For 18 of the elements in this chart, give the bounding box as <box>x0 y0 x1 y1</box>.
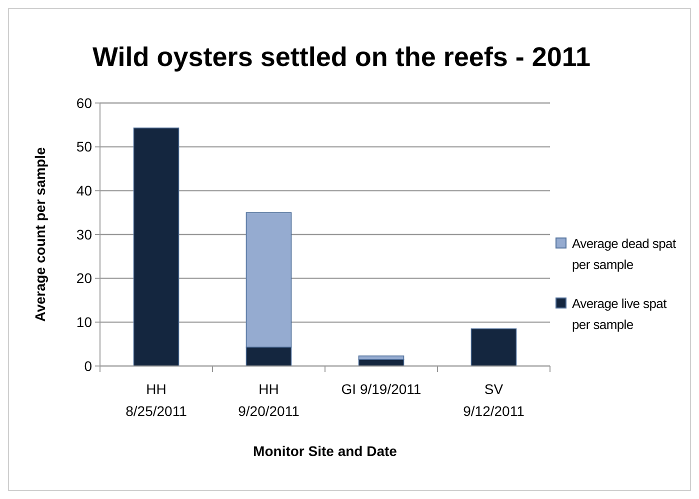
y-tick-label: 50 <box>76 138 92 155</box>
y-tick-label: 40 <box>76 182 92 199</box>
x-tick-label: SV 9/12/2011 <box>463 381 525 419</box>
bar <box>133 128 180 366</box>
y-tick-label: 0 <box>84 358 92 374</box>
y-tick-label: 30 <box>76 226 92 242</box>
x-tick-label: GI 9/19/2011 <box>341 381 422 397</box>
legend-label: Average live spat per sample <box>572 296 668 332</box>
legend-label: Average dead spat per sample <box>572 236 676 272</box>
y-tick-label: 10 <box>76 314 92 330</box>
x-tick-label: HH 9/20/2011 <box>238 381 300 419</box>
bar <box>470 328 517 366</box>
x-tick-label: HH 8/25/2011 <box>126 381 188 419</box>
chart-title: Wild oysters settled on the reefs - 2011 <box>92 42 590 72</box>
y-axis-title: Average count per sample <box>32 147 48 322</box>
x-axis-title: Monitor Site and Date <box>253 443 398 459</box>
y-tick-label: 60 <box>76 94 92 111</box>
y-tick-label: 20 <box>76 270 92 286</box>
